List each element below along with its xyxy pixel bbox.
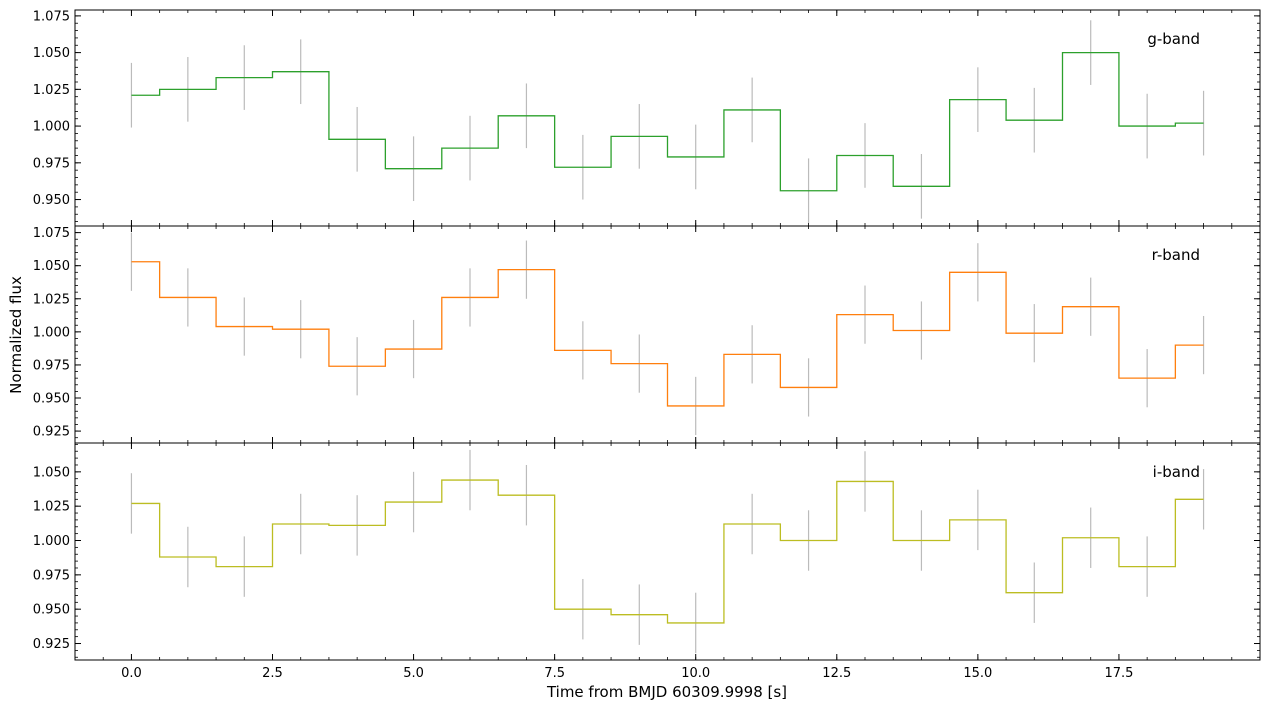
- y-tick-label: 1.025: [33, 500, 70, 515]
- x-tick-label: 5.0: [403, 666, 424, 681]
- x-tick-label: 15.0: [963, 666, 992, 681]
- y-tick-label: 1.075: [33, 9, 70, 24]
- x-axis-label: Time from BMJD 60309.9998 [s]: [546, 683, 787, 701]
- y-tick-label: 1.000: [33, 534, 70, 549]
- y-tick-label: 1.025: [33, 83, 70, 98]
- band-label: g-band: [1147, 30, 1200, 48]
- y-tick-label: 1.050: [33, 465, 70, 480]
- y-tick-label: 0.975: [33, 156, 70, 171]
- y-tick-label: 1.025: [33, 292, 70, 307]
- panel-r-band: 0.925 0.950 0.975 1.000 1.025 1.050 1.075 r-ban…: [33, 225, 1261, 444]
- panel-g-band: 0.950 0.975 1.000 1.025 1.050 1.075 g-band: [33, 9, 1261, 227]
- series-step-line: [131, 51, 1204, 192]
- x-tick-label: 2.5: [262, 666, 283, 681]
- y-tick-label: 0.950: [33, 193, 70, 208]
- y-tick-label: 0.925: [33, 637, 70, 652]
- x-tick-label: 10.0: [681, 666, 710, 681]
- band-label: i-band: [1153, 463, 1200, 481]
- y-tick-label: 1.050: [33, 259, 70, 274]
- y-tick-label: 0.975: [33, 358, 70, 373]
- y-tick-label: 1.000: [33, 325, 70, 340]
- series-step-line: [131, 479, 1204, 624]
- panel-i-band: 0.925 0.950 0.975 1.000 1.025 1.050 i-band 0.0 2…: [33, 442, 1261, 681]
- panel-frame: [74, 442, 1261, 661]
- y-tick-label: 0.950: [33, 603, 70, 618]
- x-tick-label: 17.5: [1104, 666, 1133, 681]
- y-tick-label: 1.050: [33, 46, 70, 61]
- y-tick-label: 0.925: [33, 425, 70, 440]
- x-tick-label: 12.5: [822, 666, 851, 681]
- y-tick-label: 0.950: [33, 392, 70, 407]
- y-axis-label: Normalized flux: [7, 276, 25, 394]
- panels-layer: 0.950 0.975 1.000 1.025 1.050 1.075 g-band 0.92…: [33, 9, 1261, 681]
- y-tick-label: 0.975: [33, 568, 70, 583]
- y-tick-label: 1.000: [33, 120, 70, 135]
- panel-frame: [74, 9, 1261, 227]
- panel-frame: [74, 225, 1261, 444]
- x-tick-label: 7.5: [544, 666, 565, 681]
- series-step-line: [131, 261, 1204, 407]
- y-tick-label: 1.075: [33, 226, 70, 241]
- x-tick-label: 0.0: [121, 666, 142, 681]
- band-label: r-band: [1152, 246, 1200, 264]
